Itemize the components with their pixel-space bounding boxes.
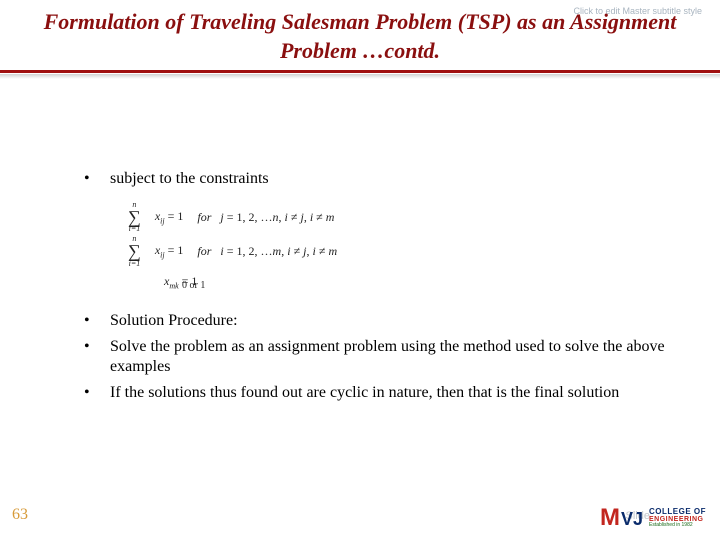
bullet-item: Solution Procedure:	[80, 311, 676, 331]
equation-row: n ∑ i=1 xij = 1 for j = 1, 2, …n, i ≠ j,…	[128, 201, 676, 233]
equation-body: xij = 1	[155, 243, 184, 260]
bullet-item: If the solutions thus found out are cycl…	[80, 383, 676, 403]
equation-row: n ∑ i=1 xij = 1 for i = 1, 2, …m, i ≠ j,…	[128, 235, 676, 267]
bullet-text: Solve the problem as an assignment probl…	[110, 338, 665, 375]
bullet-text: subject to the constraints	[110, 170, 269, 187]
slide-content: subject to the constraints n ∑ i=1 xij =…	[0, 79, 720, 403]
constraints-math-block: n ∑ i=1 xij = 1 for j = 1, 2, …n, i ≠ j,…	[128, 201, 676, 291]
logo-line3: Established in 1982	[649, 523, 706, 528]
page-number: 63	[12, 506, 28, 524]
logo-mark: M VJ	[600, 506, 643, 530]
logo-letter-m: M	[600, 506, 620, 530]
equation-body: xij = 1	[155, 209, 184, 226]
master-subtitle-placeholder: Click to edit Master subtitle style	[573, 6, 702, 16]
sum-lower: i=1	[129, 225, 141, 233]
bullet-text: Solution Procedure:	[110, 312, 238, 329]
logo-line1: COLLEGE OF	[649, 508, 706, 516]
slide-title: Formulation of Traveling Salesman Proble…	[20, 8, 700, 65]
sigma-symbol: n ∑ i=1	[128, 235, 141, 267]
logo-text-block: COLLEGE OF ENGINEERING Established in 19…	[649, 508, 706, 528]
bullet-text: If the solutions thus found out are cycl…	[110, 384, 619, 401]
footer-logo: M VJ COLLEGE OF ENGINEERING Established …	[600, 506, 706, 530]
title-underline	[0, 70, 720, 73]
sum-lower: i=1	[129, 260, 141, 268]
overlay-fragment: 0 or 1	[182, 280, 205, 293]
equation-condition: for j = 1, 2, …n, i ≠ j, i ≠ m	[197, 210, 334, 225]
equation-row: xmk = 1	[128, 274, 676, 291]
logo-letters-vj: VJ	[621, 510, 643, 528]
title-shadow	[0, 74, 720, 79]
sigma-symbol: n ∑ i=1	[128, 201, 141, 233]
equation-condition: for i = 1, 2, …m, i ≠ j, i ≠ m	[197, 244, 337, 259]
bullet-item: subject to the constraints n ∑ i=1 xij =…	[80, 169, 676, 291]
bullet-item: Solve the problem as an assignment probl…	[80, 337, 676, 377]
bullet-list: subject to the constraints n ∑ i=1 xij =…	[80, 169, 676, 403]
